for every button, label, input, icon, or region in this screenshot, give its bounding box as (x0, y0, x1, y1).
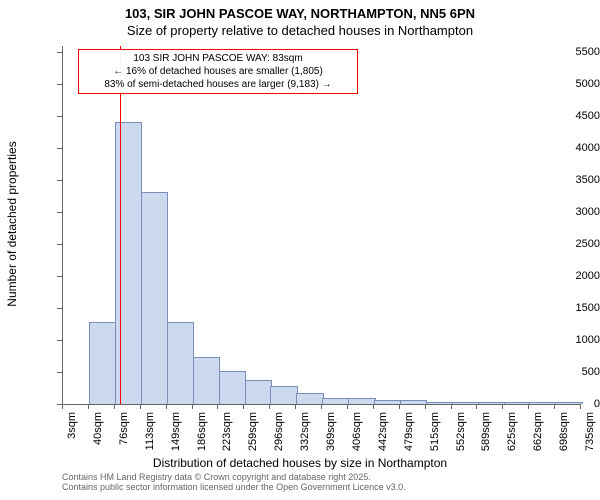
x-axis-label: Distribution of detached houses by size … (0, 456, 600, 470)
xtick-label: 735sqm (584, 412, 596, 458)
xtick-label: 113sqm (144, 412, 156, 458)
xtick-label: 442sqm (377, 412, 389, 458)
histogram-bar (452, 402, 479, 404)
histogram-bar (504, 402, 531, 404)
ytick-label: 5000 (548, 78, 600, 90)
ytick-label: 3000 (548, 206, 600, 218)
xtick-label: 332sqm (299, 412, 311, 458)
xtick-label: 223sqm (221, 412, 233, 458)
histogram-bar (245, 380, 272, 404)
histogram-bar (400, 400, 427, 404)
histogram-bar (426, 402, 453, 404)
histogram-bar (89, 322, 116, 404)
plot-area (62, 46, 581, 405)
footer-line1: Contains HM Land Registry data © Crown c… (62, 472, 600, 482)
ytick-label: 5500 (548, 46, 600, 58)
ytick-label: 3500 (548, 174, 600, 186)
chart-title-sub: Size of property relative to detached ho… (0, 23, 600, 38)
xtick-label: 479sqm (403, 412, 415, 458)
xtick-label: 589sqm (480, 412, 492, 458)
ytick-label: 1000 (548, 334, 600, 346)
xtick-label: 515sqm (429, 412, 441, 458)
histogram-bar (374, 400, 401, 404)
histogram-bar (219, 371, 246, 404)
property-marker-line (120, 46, 121, 404)
histogram-bar (478, 402, 505, 404)
footer-line2: Contains public sector information licen… (62, 482, 600, 492)
ytick-label: 2500 (548, 238, 600, 250)
histogram-bar (322, 398, 349, 404)
chart-title-main: 103, SIR JOHN PASCOE WAY, NORTHAMPTON, N… (0, 6, 600, 21)
ytick-label: 0 (548, 398, 600, 410)
histogram-bar (141, 192, 168, 404)
ytick-label: 2000 (548, 270, 600, 282)
xtick-label: 40sqm (92, 412, 104, 458)
xtick-label: 369sqm (325, 412, 337, 458)
xtick-label: 406sqm (351, 412, 363, 458)
xtick-label: 186sqm (196, 412, 208, 458)
ytick-label: 4000 (548, 142, 600, 154)
xtick-label: 76sqm (118, 412, 130, 458)
histogram-bar (348, 398, 375, 404)
ytick-label: 4500 (548, 110, 600, 122)
xtick-label: 625sqm (506, 412, 518, 458)
histogram-bar (167, 322, 194, 404)
xtick-label: 552sqm (455, 412, 467, 458)
y-axis-label: Number of detached properties (5, 34, 19, 414)
histogram-bar (296, 393, 323, 404)
xtick-label: 3sqm (66, 412, 78, 458)
xtick-label: 296sqm (273, 412, 285, 458)
ytick-label: 1500 (548, 302, 600, 314)
ytick-label: 500 (548, 366, 600, 378)
annotation-line1: 103 SIR JOHN PASCOE WAY: 83sqm (85, 52, 351, 65)
annotation-line2: ← 16% of detached houses are smaller (1,… (85, 65, 351, 78)
xtick-label: 259sqm (247, 412, 259, 458)
xtick-label: 662sqm (532, 412, 544, 458)
histogram-bar (193, 357, 220, 404)
xtick-label: 698sqm (558, 412, 570, 458)
histogram-bar (270, 386, 297, 404)
chart-container: 103, SIR JOHN PASCOE WAY, NORTHAMPTON, N… (0, 0, 600, 500)
footer-attribution: Contains HM Land Registry data © Crown c… (0, 472, 600, 492)
annotation-box: 103 SIR JOHN PASCOE WAY: 83sqm ← 16% of … (78, 49, 358, 94)
annotation-line3: 83% of semi-detached houses are larger (… (85, 78, 351, 91)
xtick-label: 149sqm (170, 412, 182, 458)
